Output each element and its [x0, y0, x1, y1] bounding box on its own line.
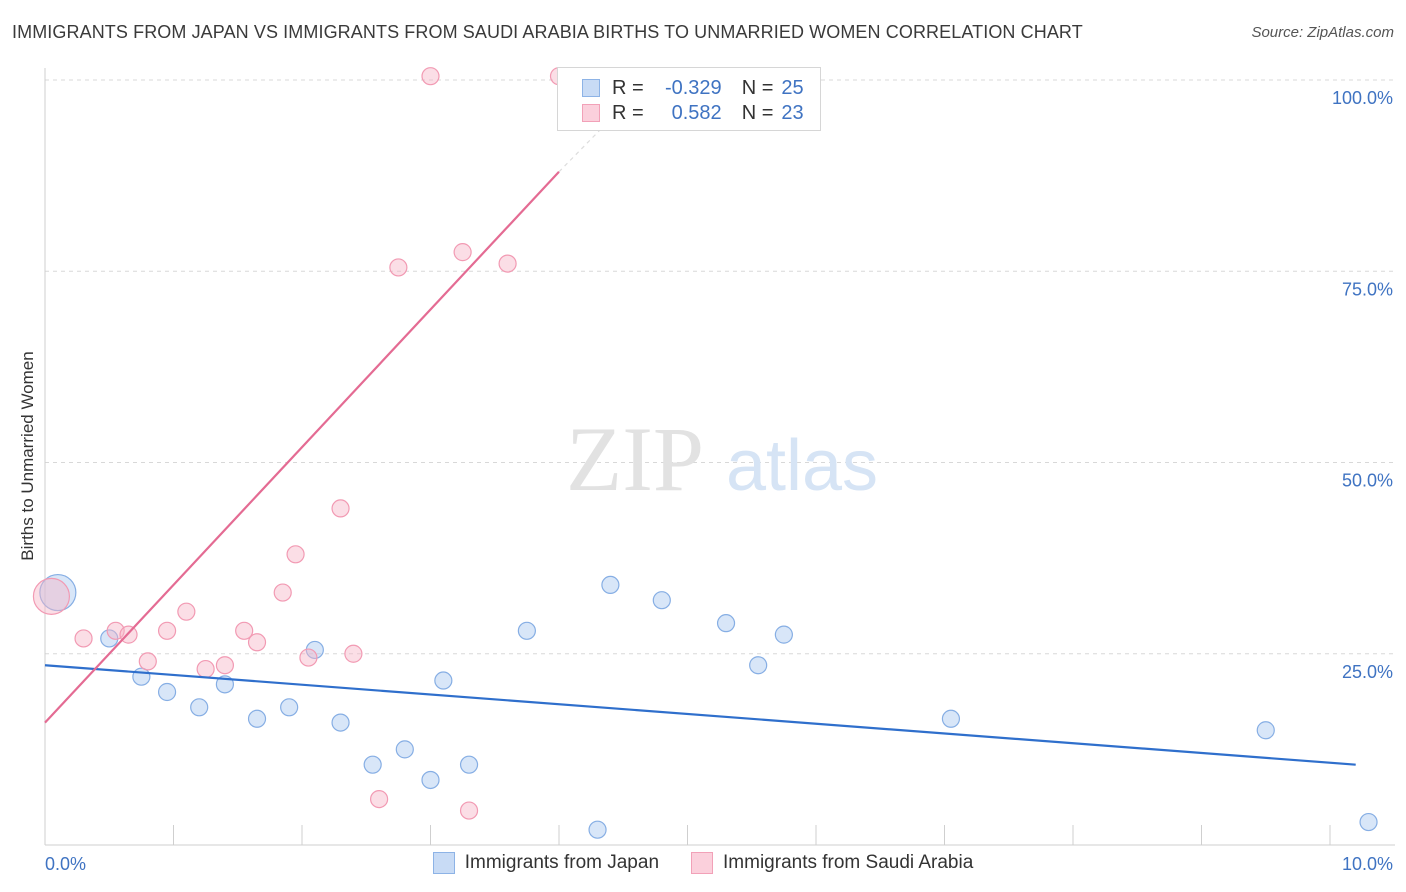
- japan-point: [1359, 812, 1378, 832]
- japan-point: [716, 614, 736, 633]
- saudi-point: [286, 545, 305, 564]
- saudi-point: [157, 621, 177, 640]
- japan-point: [132, 667, 151, 686]
- x-tick-label: 0.0%: [45, 854, 86, 874]
- japan-point: [1256, 721, 1275, 740]
- saudi-legend-swatch: [691, 852, 714, 874]
- x-tick-label: 10.0%: [1342, 854, 1393, 874]
- legend-item-japan: Immigrants from Japan: [432, 852, 660, 874]
- japan-point: [280, 698, 299, 717]
- saudi-point: [498, 254, 517, 273]
- n-value: 25: [781, 76, 804, 99]
- japan-swatch: [582, 79, 600, 97]
- japan-point: [601, 575, 620, 595]
- japan-point: [588, 820, 607, 839]
- japan-point: [190, 698, 209, 717]
- watermark-zip: ZIP: [566, 408, 704, 510]
- watermark: ZIP atlas: [566, 408, 878, 510]
- r-label: R =: [612, 76, 644, 99]
- saudi-point: [299, 648, 318, 667]
- saudi-point: [453, 243, 472, 262]
- japan-legend-swatch: [432, 852, 455, 874]
- japan-point: [331, 713, 350, 732]
- source-label: Source: ZipAtlas.com: [1251, 24, 1394, 41]
- japan-point: [247, 709, 267, 728]
- saudi-point: [138, 652, 157, 671]
- saudi-trend-line: [44, 171, 560, 724]
- y-tick-label: 100.0%: [1332, 88, 1393, 108]
- y-tick-label: 75.0%: [1342, 279, 1393, 299]
- saudi-trend-extension: [558, 125, 605, 173]
- japan-point: [363, 755, 382, 774]
- stats-legend: R = -0.329 N = 25 R = 0.582 N = 23: [557, 67, 821, 131]
- y-tick-label: 50.0%: [1342, 471, 1393, 491]
- japan-point: [517, 621, 536, 640]
- saudi-point: [421, 67, 440, 86]
- stats-row-saudi: R = 0.582 N = 23: [582, 101, 804, 125]
- gridlines: [45, 79, 1395, 655]
- japan-trend-line: [44, 664, 1356, 766]
- saudi-point: [215, 656, 234, 675]
- axes: [44, 68, 1395, 846]
- n-value: 23: [781, 101, 804, 124]
- japan-point: [395, 740, 414, 759]
- series-legend: Immigrants from Japan Immigrants from Sa…: [0, 852, 1406, 874]
- saudi-point: [235, 621, 254, 640]
- saudi-point: [247, 633, 267, 652]
- saudi-point: [196, 659, 215, 679]
- saudi-point: [459, 801, 479, 820]
- tick-labels: 25.0% 50.0% 75.0% 100.0% 0.0% 10.0%: [45, 88, 1393, 874]
- chart-title: IMMIGRANTS FROM JAPAN VS IMMIGRANTS FROM…: [12, 22, 1083, 42]
- japan-point: [39, 573, 77, 612]
- japan-point: [652, 591, 671, 610]
- legend-label-saudi: Immigrants from Saudi Arabia: [723, 852, 974, 873]
- r-label: R =: [612, 101, 644, 124]
- saudi-swatch: [582, 104, 600, 122]
- japan-point: [941, 709, 961, 728]
- japan-point: [157, 682, 177, 702]
- saudi-point: [370, 789, 389, 809]
- data-points: [32, 67, 1378, 839]
- r-value: -0.329: [664, 76, 722, 99]
- saudi-point: [273, 583, 292, 602]
- watermark-atlas: atlas: [726, 426, 878, 506]
- legend-item-saudi: Immigrants from Saudi Arabia: [691, 852, 973, 874]
- saudi-point: [74, 629, 93, 648]
- saudi-point: [331, 499, 350, 518]
- japan-point: [749, 656, 768, 675]
- japan-point: [774, 625, 793, 644]
- legend-label-japan: Immigrants from Japan: [464, 852, 660, 873]
- n-label: N =: [741, 76, 774, 99]
- japan-point: [459, 755, 479, 774]
- saudi-point: [177, 602, 196, 621]
- japan-point: [434, 671, 453, 690]
- saudi-point: [32, 577, 71, 615]
- japan-point: [421, 770, 440, 790]
- trend-lines: [44, 125, 1356, 766]
- y-tick-label: 25.0%: [1342, 662, 1393, 682]
- saudi-point: [344, 644, 363, 663]
- saudi-point: [389, 258, 408, 277]
- stats-row-japan: R = -0.329 N = 25: [582, 76, 804, 100]
- r-value: 0.582: [671, 101, 722, 124]
- n-label: N =: [741, 101, 774, 124]
